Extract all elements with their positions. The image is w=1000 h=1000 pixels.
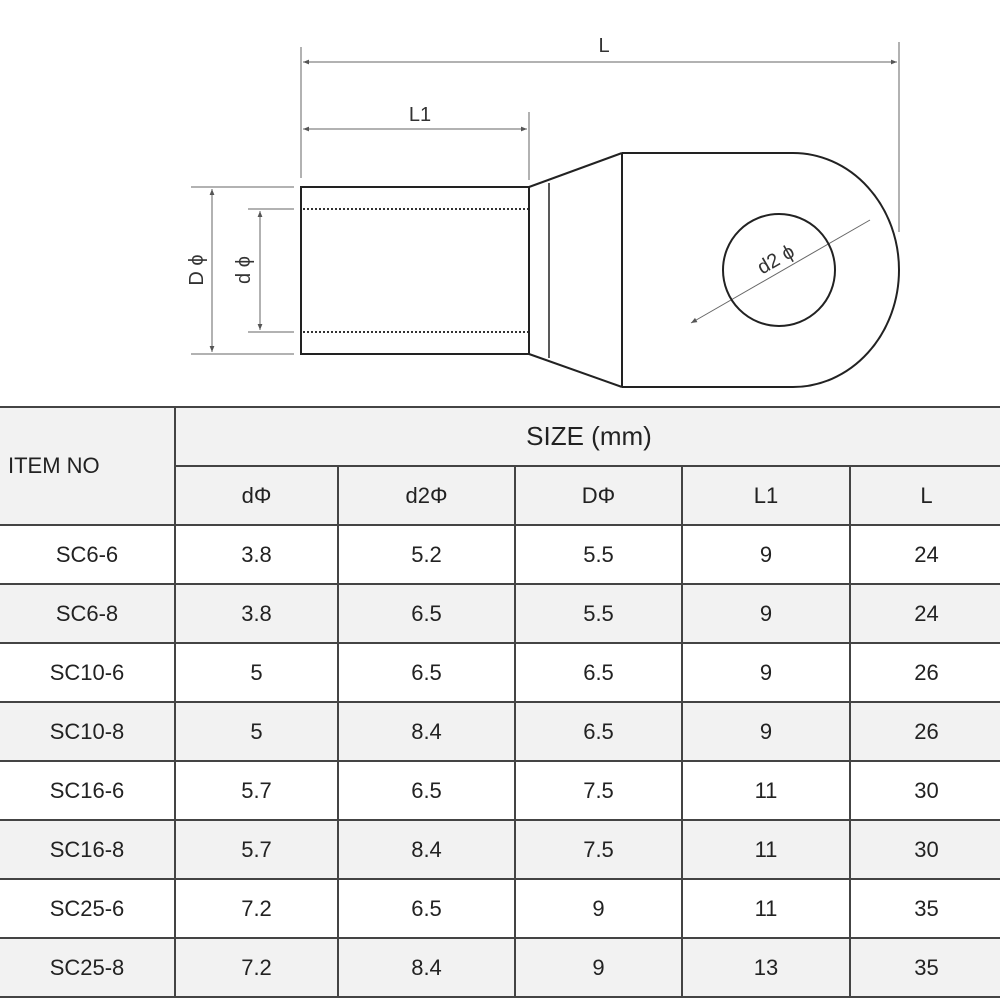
value-cell: 6.5 xyxy=(337,760,516,821)
column-header: L xyxy=(848,465,1000,526)
item-no-cell: SC16-6 xyxy=(0,760,176,821)
value-cell: 7.2 xyxy=(174,937,339,998)
value-cell: 8.4 xyxy=(337,937,516,998)
value-cell: 8.4 xyxy=(337,819,516,880)
table-row: SC25-8 7.2 8.4 9 13 35 xyxy=(0,937,1000,998)
value-cell: 7.5 xyxy=(514,760,683,821)
label-outer-diameter: D ϕ xyxy=(186,254,208,285)
value-cell: 5.7 xyxy=(174,819,339,880)
table-row: SC10-8 5 8.4 6.5 9 26 xyxy=(0,701,1000,762)
value-cell: 5 xyxy=(174,701,339,762)
column-header: L1 xyxy=(681,465,851,526)
value-cell: 30 xyxy=(848,760,1000,821)
value-cell: 5.7 xyxy=(174,760,339,821)
label-l: L xyxy=(598,35,609,57)
value-cell: 5.5 xyxy=(514,583,683,644)
table-row: SC6-8 3.8 6.5 5.5 9 24 xyxy=(0,583,1000,644)
value-cell: 30 xyxy=(848,819,1000,880)
label-hole-diameter: d2 ϕ xyxy=(754,241,799,280)
value-cell: 6.5 xyxy=(514,642,683,703)
value-cell: 35 xyxy=(848,878,1000,939)
value-cell: 11 xyxy=(681,760,851,821)
value-cell: 9 xyxy=(681,524,851,585)
value-cell: 11 xyxy=(681,878,851,939)
table-row: SC10-6 5 6.5 6.5 9 26 xyxy=(0,642,1000,703)
value-cell: 24 xyxy=(848,583,1000,644)
value-cell: 6.5 xyxy=(337,642,516,703)
hole-diameter-line xyxy=(690,219,871,324)
label-l1: L1 xyxy=(409,104,431,126)
table-row: SC6-6 3.8 5.2 5.5 9 24 xyxy=(0,524,1000,585)
ring-terminal-drawing: L L1 D ϕ d ϕ d2 ϕ xyxy=(186,35,900,388)
item-no-cell: SC25-8 xyxy=(0,937,176,998)
item-no-cell: SC25-6 xyxy=(0,878,176,939)
value-cell: 6.5 xyxy=(337,583,516,644)
value-cell: 9 xyxy=(681,583,851,644)
label-inner-diameter: d ϕ xyxy=(233,256,255,284)
value-cell: 5.2 xyxy=(337,524,516,585)
stud-hole xyxy=(722,213,836,327)
value-cell: 6.5 xyxy=(514,701,683,762)
column-header: dΦ xyxy=(175,465,339,526)
barrel xyxy=(300,186,530,355)
column-header: d2Φ xyxy=(337,465,516,526)
value-cell: 9 xyxy=(514,937,683,998)
item-no-cell: SC10-8 xyxy=(0,701,176,762)
item-no-cell: SC16-8 xyxy=(0,819,176,880)
ring-tongue xyxy=(622,152,900,388)
item-no-header: ITEM NO xyxy=(0,406,176,526)
value-cell: 7.2 xyxy=(174,878,339,939)
value-cell: 5 xyxy=(174,642,339,703)
table-row: SC16-8 5.7 8.4 7.5 11 30 xyxy=(0,819,1000,880)
value-cell: 8.4 xyxy=(337,701,516,762)
item-no-cell: SC6-8 xyxy=(0,583,176,644)
value-cell: 13 xyxy=(681,937,851,998)
value-cell: 5.5 xyxy=(514,524,683,585)
column-header: DΦ xyxy=(514,465,683,526)
value-cell: 9 xyxy=(681,642,851,703)
item-no-cell: SC6-6 xyxy=(0,524,176,585)
size-table: ITEM NO SIZE (mm) dΦ d2Φ DΦ L1 L SC6-6 3.… xyxy=(0,406,1000,998)
value-cell: 24 xyxy=(848,524,1000,585)
value-cell: 26 xyxy=(848,701,1000,762)
value-cell: 3.8 xyxy=(174,524,339,585)
size-header: SIZE (mm) xyxy=(173,406,1000,467)
value-cell: 9 xyxy=(514,878,683,939)
value-cell: 11 xyxy=(681,819,851,880)
value-cell: 7.5 xyxy=(514,819,683,880)
value-cell: 3.8 xyxy=(174,583,339,644)
table-row: SC25-6 7.2 6.5 9 11 35 xyxy=(0,878,1000,939)
value-cell: 9 xyxy=(681,701,851,762)
item-no-cell: SC10-6 xyxy=(0,642,176,703)
table-row: SC16-6 5.7 6.5 7.5 11 30 xyxy=(0,760,1000,821)
value-cell: 26 xyxy=(848,642,1000,703)
value-cell: 6.5 xyxy=(337,878,516,939)
value-cell: 35 xyxy=(848,937,1000,998)
